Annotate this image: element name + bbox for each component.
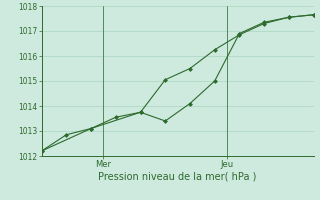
X-axis label: Pression niveau de la mer( hPa ): Pression niveau de la mer( hPa ) [99, 172, 257, 182]
